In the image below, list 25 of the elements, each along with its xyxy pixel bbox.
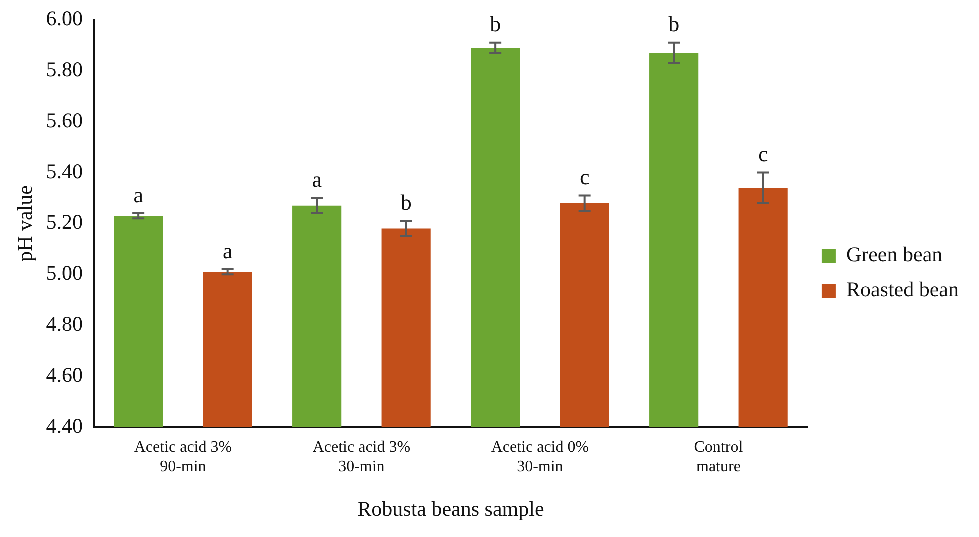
annotation: b (400, 190, 412, 215)
annotation: c (758, 142, 768, 167)
annotation: b (490, 12, 502, 37)
y-axis-title: pH value (13, 185, 38, 262)
annotation: b (668, 12, 680, 37)
annotation: a (134, 182, 144, 208)
y-tick-label: 5.00 (46, 261, 83, 286)
annotation: a (222, 238, 233, 264)
y-tick-label: 5.80 (46, 57, 83, 82)
y-tick-label: 4.60 (46, 362, 83, 387)
x-tick-label: Acetic acid 3% 30-min (312, 439, 411, 476)
legend-label: Green bean (846, 242, 944, 267)
x-tick-label: Control mature (694, 439, 744, 476)
y-tick-label: 4.80 (46, 312, 83, 336)
annotation: c (580, 164, 590, 190)
x-tick-label: Acetic acid 0% 30-min (491, 439, 590, 476)
x-tick-label: Acetic acid 3% 90-min (134, 439, 232, 476)
y-tick-label: 5.20 (46, 210, 83, 234)
y-tick-label: 5.40 (46, 159, 83, 184)
annotation: a (312, 167, 322, 192)
y-tick-label: 4.40 (46, 414, 83, 438)
y-tick-label: 6.00 (46, 6, 83, 31)
x-axis-title: Robusta beans sample (358, 496, 544, 521)
legend-label: Roasted bean (846, 278, 960, 302)
y-tick-label: 5.60 (46, 108, 83, 132)
